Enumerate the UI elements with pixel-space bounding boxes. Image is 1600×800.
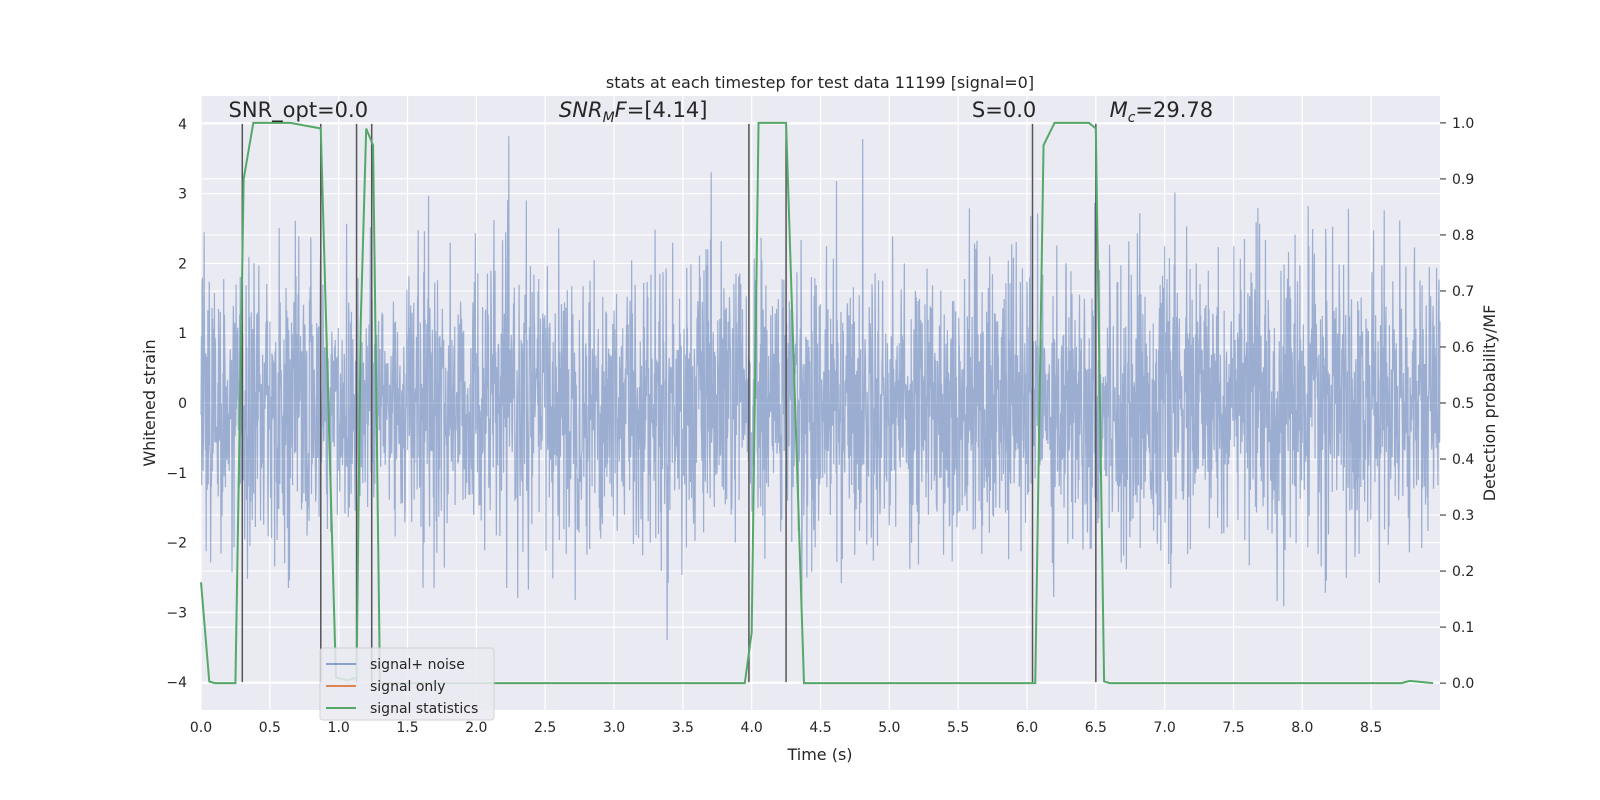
y-tick-label: −1: [166, 466, 187, 482]
y2-tick-label: 0.0: [1452, 676, 1474, 692]
x-axis-label: Time (s): [786, 745, 852, 764]
legend-entry: signal only: [370, 679, 445, 695]
y-tick-label: 0: [178, 396, 187, 412]
x-tick-label: 0.5: [259, 720, 281, 736]
y-tick-label: 3: [178, 187, 187, 203]
y2-tick-label: 0.8: [1452, 228, 1474, 244]
x-tick-label: 3.5: [672, 720, 694, 736]
y2-axis-ticks: 0.0 0.1 0.2 0.3 0.4 0.5 0.6 0.7 0.8 0.9 1.0: [1440, 116, 1474, 692]
y2-tick-label: 0.2: [1452, 564, 1474, 580]
y-tick-label: −3: [166, 605, 187, 621]
x-tick-label: 4.5: [809, 720, 831, 736]
y-axis-label: Whitened strain: [140, 339, 159, 466]
y-tick-label: 1: [178, 326, 187, 342]
x-tick-label: 5.5: [947, 720, 969, 736]
x-tick-label: 8.5: [1360, 720, 1382, 736]
y2-tick-label: 0.3: [1452, 508, 1474, 524]
y2-tick-label: 0.9: [1452, 172, 1474, 188]
annotation: SNR_opt=0.0: [229, 98, 369, 123]
x-tick-label: 7.5: [1222, 720, 1244, 736]
y-tick-label: 2: [178, 256, 187, 272]
y-tick-label: 4: [178, 117, 187, 133]
x-tick-label: 2.5: [534, 720, 556, 736]
noise-trace: [200, 136, 1441, 641]
x-tick-label: 3.0: [603, 720, 625, 736]
legend-entry: signal+ noise: [370, 657, 465, 673]
y-tick-label: −2: [166, 536, 187, 552]
series-signal-noise: [200, 136, 1441, 641]
x-tick-label: 2.0: [465, 720, 487, 736]
annotation: S=0.0: [972, 98, 1036, 122]
legend: signal+ noise signal only signal statistic…: [319, 647, 495, 721]
x-tick-label: 5.0: [878, 720, 900, 736]
x-tick-label: 1.5: [396, 720, 418, 736]
y2-tick-label: 0.1: [1452, 620, 1474, 636]
y2-tick-label: 0.7: [1452, 284, 1474, 300]
x-tick-label: 4.0: [741, 720, 763, 736]
y2-tick-label: 0.5: [1452, 396, 1474, 412]
vertical-markers: [241, 123, 1097, 683]
y-axis-ticks: −4 −3 −2 −1 0 1 2 3 4: [166, 117, 187, 691]
x-tick-label: 0.0: [190, 720, 212, 736]
y-tick-label: −4: [166, 675, 187, 691]
annotation: Mc=29.78: [1110, 98, 1214, 126]
annotation: SNRMF=[4.14]: [559, 98, 708, 126]
x-tick-label: 1.0: [328, 720, 350, 736]
y2-tick-label: 0.4: [1452, 452, 1474, 468]
annotations: SNR_opt=0.0 SNRMF=[4.14] S=0.0 Mc=29.78: [229, 98, 1214, 126]
y2-tick-label: 1.0: [1452, 116, 1474, 132]
x-tick-label: 7.0: [1154, 720, 1176, 736]
y2-axis-label: Detection probability/MF: [1480, 305, 1499, 502]
legend-entry: signal statistics: [370, 701, 478, 717]
x-tick-label: 6.5: [1085, 720, 1107, 736]
x-axis-ticks: 0.0 0.5 1.0 1.5 2.0 2.5 3.0 3.5 4.0 4.5 5.0 5.5 6.0 6…: [190, 720, 1382, 736]
x-tick-label: 6.0: [1016, 720, 1038, 736]
legend-box: [319, 647, 495, 721]
y2-tick-label: 0.6: [1452, 340, 1474, 356]
x-tick-label: 8.0: [1291, 720, 1313, 736]
chart-title: stats at each timestep for test data 111…: [606, 73, 1034, 92]
